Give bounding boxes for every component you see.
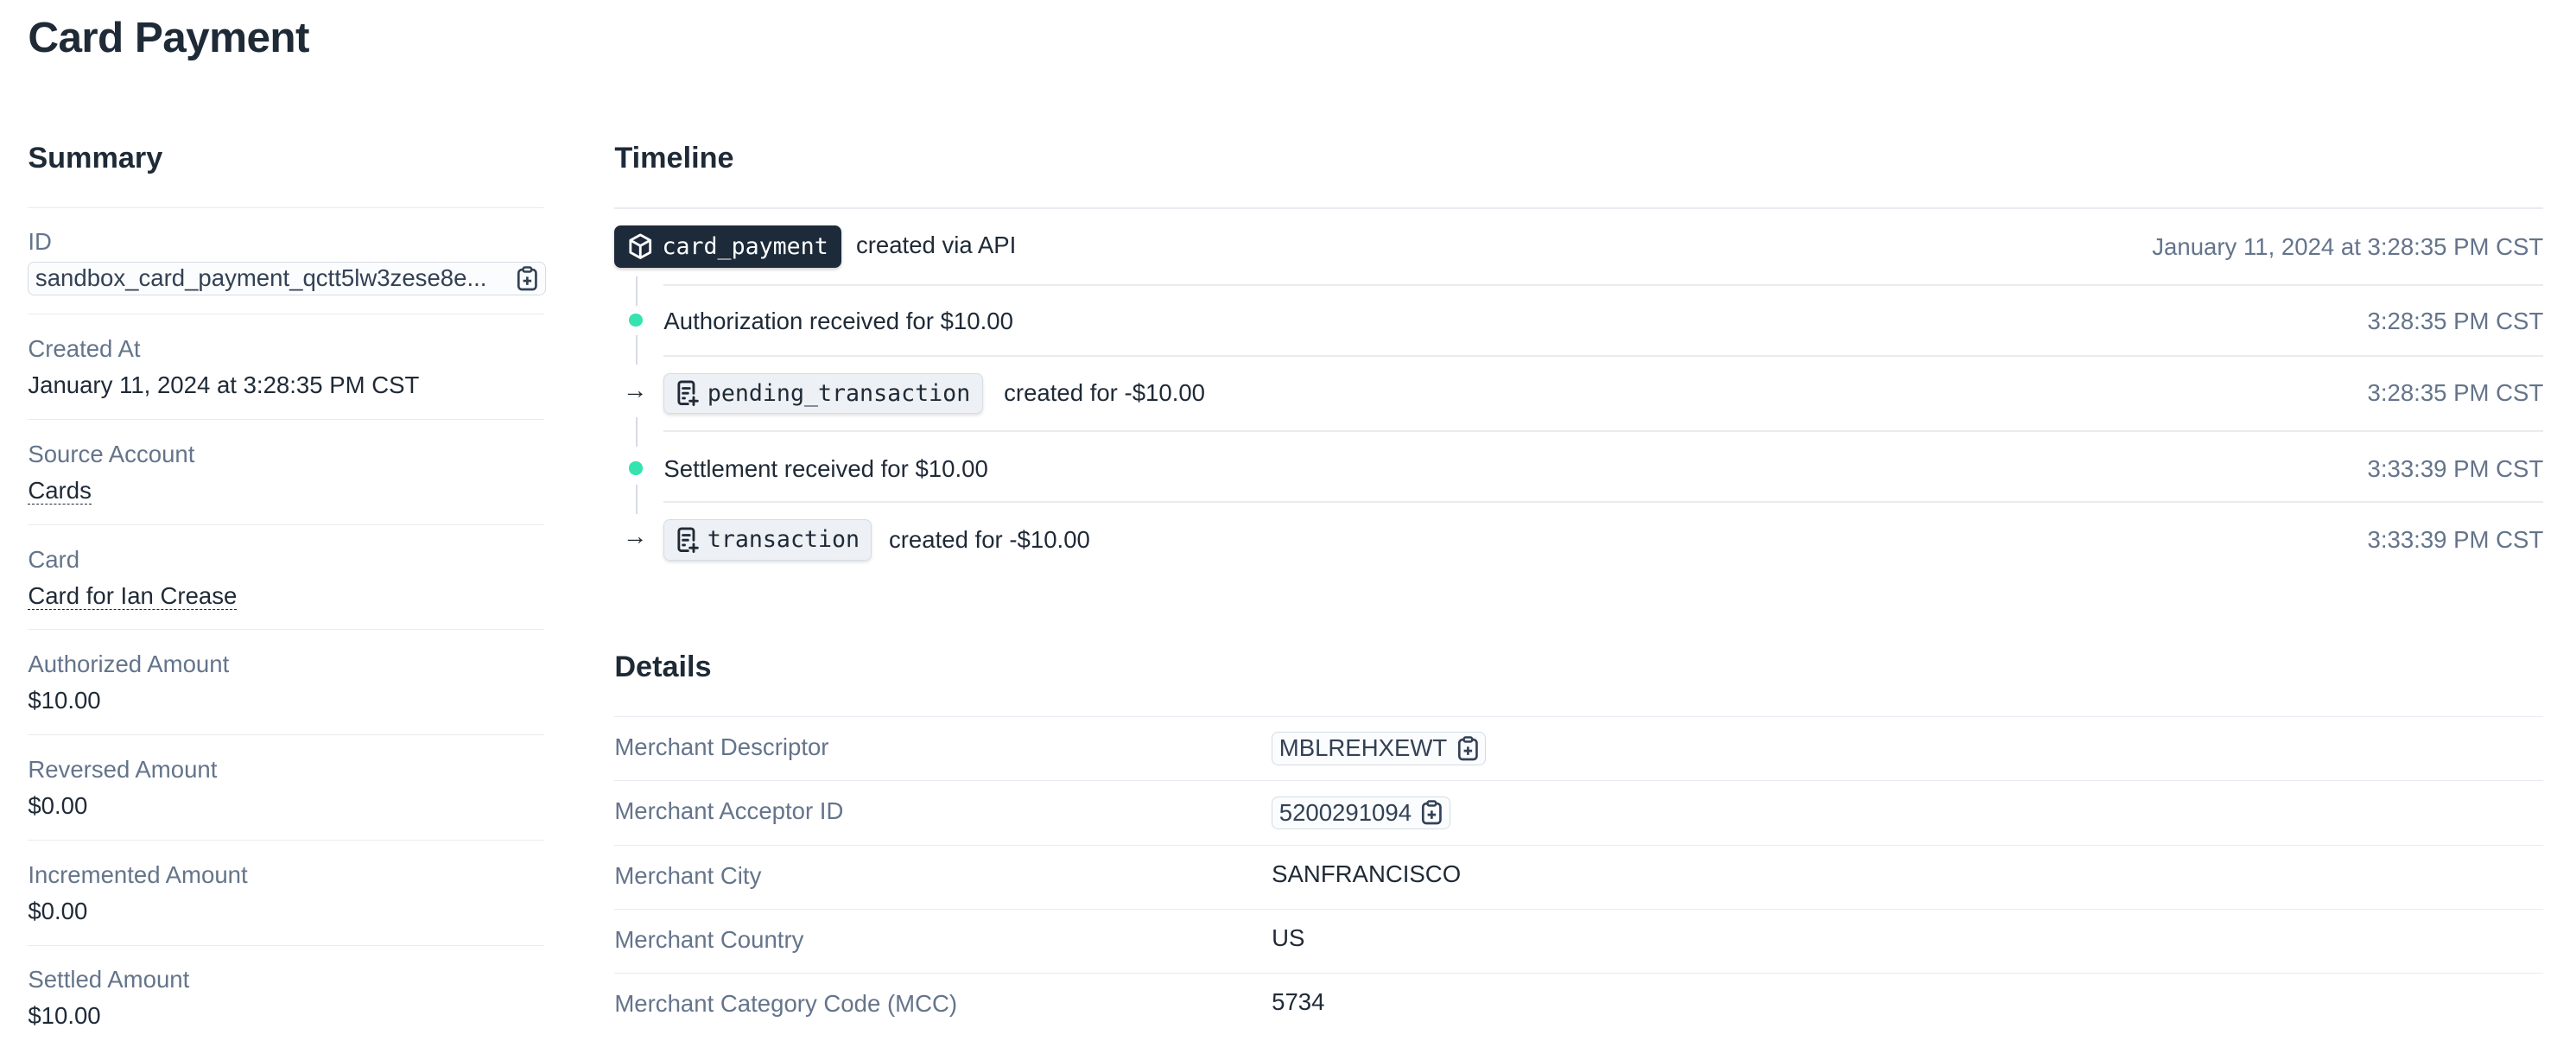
summary-item-id: ID sandbox_card_payment_qctt5lw3zese8e..… <box>28 206 546 313</box>
divider <box>663 284 2544 286</box>
created-event-text: created via API <box>855 232 1017 259</box>
divider <box>663 430 2544 433</box>
reversed-amount-value: $0.00 <box>28 791 88 819</box>
merchant-city-label: Merchant City <box>614 861 762 889</box>
authorization-event-time: 3:28:35 PM CST <box>2367 307 2544 334</box>
clipboard-plus-icon <box>1422 800 1443 825</box>
reversed-amount-label: Reversed Amount <box>28 756 218 783</box>
transaction-event-text: created for -$10.00 <box>888 525 1090 553</box>
card-payment-badge[interactable]: card_payment <box>614 225 841 268</box>
receipt-plus-icon <box>677 527 699 553</box>
page-title: Card Payment <box>28 14 309 62</box>
transaction-badge[interactable]: transaction <box>663 519 872 561</box>
created-at-label: Created At <box>28 335 141 363</box>
pending-transaction-badge-label: pending_transaction <box>707 380 971 408</box>
summary-item-incremented-amount: Incremented Amount $0.00 <box>28 839 544 945</box>
merchant-descriptor-copy-button[interactable]: MBLREHXEWT <box>1272 732 1486 765</box>
summary-item-authorized-amount: Authorized Amount $10.00 <box>28 629 544 734</box>
mcc-value: 5734 <box>1272 988 1325 1016</box>
cube-icon <box>628 233 651 260</box>
timeline-heading: Timeline <box>614 141 734 175</box>
settlement-event-time: 3:33:39 PM CST <box>2367 454 2544 482</box>
transaction-badge-label: transaction <box>707 526 860 554</box>
settlement-event-text: Settlement received for $10.00 <box>663 454 988 482</box>
timeline-connector <box>636 276 638 306</box>
detail-row-mcc: Merchant Category Code (MCC) 5734 <box>614 972 2544 1037</box>
timeline-connector <box>636 417 638 447</box>
merchant-descriptor-value: MBLREHXEWT <box>1278 734 1448 762</box>
created-at-value: January 11, 2024 at 3:28:35 PM CST <box>28 371 420 399</box>
merchant-acceptor-id-copy-button[interactable]: 5200291094 <box>1272 796 1450 829</box>
merchant-country-value: US <box>1272 924 1305 951</box>
card-payment-badge-label: card_payment <box>662 232 828 260</box>
merchant-city-value: SANFRANCISCO <box>1272 860 1462 887</box>
id-label: ID <box>28 228 52 256</box>
summary-item-settled-amount: Settled Amount $10.00 <box>28 944 544 1050</box>
authorized-amount-value: $10.00 <box>28 687 101 714</box>
receipt-plus-icon <box>677 380 699 407</box>
summary-item-card: Card Card for Ian Crease <box>28 524 544 630</box>
detail-row-merchant-acceptor-id: Merchant Acceptor ID 5200291094 <box>614 780 2544 844</box>
authorization-event-text: Authorization received for $10.00 <box>663 307 1013 334</box>
summary-heading: Summary <box>28 141 163 175</box>
settled-amount-value: $10.00 <box>28 1002 101 1030</box>
status-dot-icon <box>629 314 643 327</box>
arrow-right-icon: → <box>622 522 648 550</box>
card-label: Card <box>28 545 80 573</box>
summary-item-source-account: Source Account Cards <box>28 419 544 524</box>
clipboard-plus-icon <box>1457 736 1478 761</box>
settled-amount-label: Settled Amount <box>28 966 190 993</box>
merchant-descriptor-label: Merchant Descriptor <box>614 733 829 761</box>
detail-row-merchant-city: Merchant City SANFRANCISCO <box>614 844 2544 909</box>
merchant-acceptor-id-value: 5200291094 <box>1278 798 1412 826</box>
pending-transaction-event-time: 3:28:35 PM CST <box>2367 379 2544 407</box>
source-account-label: Source Account <box>28 440 195 467</box>
status-dot-icon <box>629 461 643 475</box>
summary-item-created-at: Created At January 11, 2024 at 3:28:35 P… <box>28 314 544 419</box>
timeline-connector <box>636 485 638 515</box>
divider <box>663 501 2544 503</box>
summary-item-reversed-amount: Reversed Amount $0.00 <box>28 734 544 840</box>
merchant-acceptor-id-label: Merchant Acceptor ID <box>614 797 844 825</box>
authorized-amount-label: Authorized Amount <box>28 651 230 678</box>
created-event-time: January 11, 2024 at 3:28:35 PM CST <box>2152 233 2544 261</box>
timeline-connector <box>636 335 638 365</box>
divider <box>614 206 2544 209</box>
incremented-amount-value: $0.00 <box>28 897 88 924</box>
source-account-link[interactable]: Cards <box>28 476 92 505</box>
id-copy-button[interactable]: sandbox_card_payment_qctt5lw3zese8e... <box>28 262 546 295</box>
card-link[interactable]: Card for Ian Crease <box>28 581 238 610</box>
detail-row-merchant-descriptor: Merchant Descriptor MBLREHXEWT <box>614 716 2544 780</box>
detail-row-merchant-country: Merchant Country US <box>614 908 2544 973</box>
details-heading: Details <box>614 651 712 684</box>
pending-transaction-badge[interactable]: pending_transaction <box>663 372 983 415</box>
transaction-event-time: 3:33:39 PM CST <box>2367 525 2544 553</box>
arrow-right-icon: → <box>622 376 648 404</box>
merchant-country-label: Merchant Country <box>614 925 804 953</box>
pending-transaction-event-text: created for -$10.00 <box>1004 379 1206 407</box>
mcc-label: Merchant Category Code (MCC) <box>614 989 958 1017</box>
id-value: sandbox_card_payment_qctt5lw3zese8e... <box>35 264 487 292</box>
divider <box>663 354 2544 357</box>
clipboard-plus-icon <box>517 266 537 291</box>
incremented-amount-label: Incremented Amount <box>28 860 248 888</box>
